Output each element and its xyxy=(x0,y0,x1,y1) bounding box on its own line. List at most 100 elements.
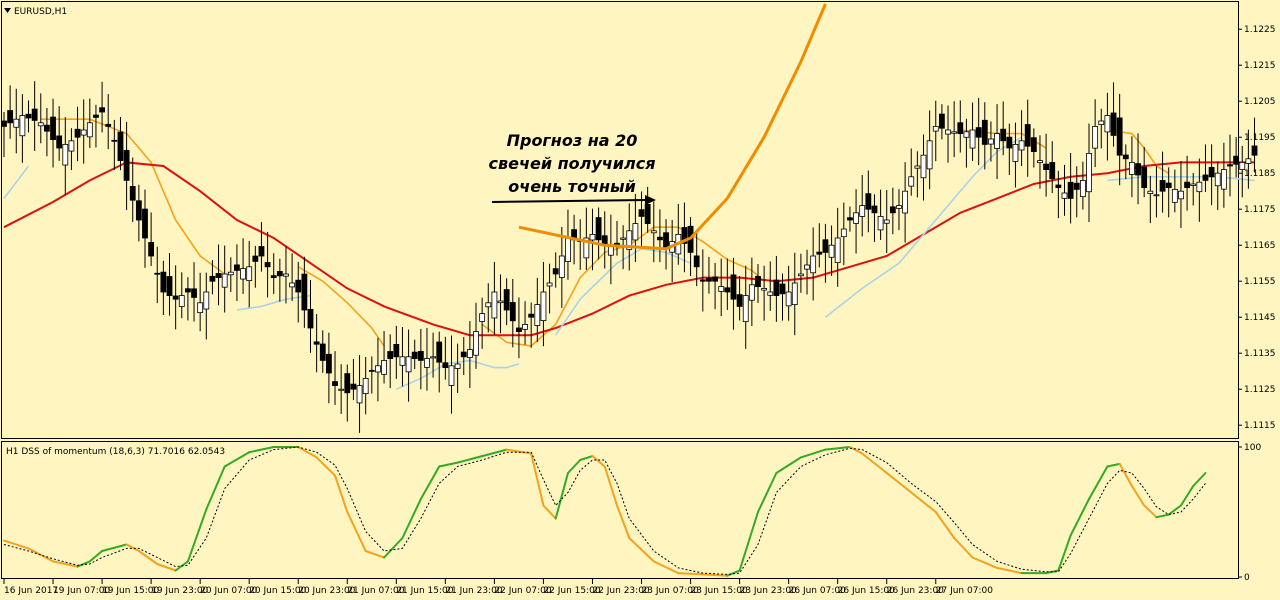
dss-line-segment xyxy=(579,455,594,461)
candle-body xyxy=(295,279,302,293)
candle-body xyxy=(840,228,847,238)
candle-body xyxy=(644,203,651,225)
candle-body xyxy=(626,230,633,250)
candle-body xyxy=(1202,174,1209,181)
candle-body xyxy=(767,291,774,296)
candle-body xyxy=(1141,166,1148,188)
time-tick-label: 23 Jun 07:00 xyxy=(642,586,699,596)
candle-body xyxy=(920,154,927,179)
candle-body xyxy=(902,190,909,214)
dss-line-segment xyxy=(438,461,459,468)
candle-body xyxy=(945,129,951,135)
candle-body xyxy=(160,271,167,293)
forecast-annotation: Прогноз на 20 свечей получился очень точ… xyxy=(489,131,656,205)
price-tick-label: 1.1225 xyxy=(1244,25,1276,35)
forecast-curve xyxy=(518,3,827,251)
time-tick-label: 20 Jun 15:00 xyxy=(249,586,306,596)
time-tick-label: 21 Jun 23:00 xyxy=(445,586,502,596)
dss-line-segment xyxy=(530,452,545,507)
candle-body xyxy=(25,113,32,119)
dss-line-segment xyxy=(383,537,404,559)
candle-body xyxy=(889,206,896,214)
candle-body xyxy=(699,279,706,282)
dss-line-segment xyxy=(52,560,79,568)
candle-body xyxy=(448,365,455,386)
candle-body xyxy=(123,149,130,181)
candle-body xyxy=(405,356,412,373)
price-pane[interactable]: 1.1225 1.1215 1.1205 1.1195 1.1185 1.1175 1.11… xyxy=(1,1,1276,439)
indicator-tick-label: 100 xyxy=(1244,443,1261,453)
candle-body xyxy=(197,302,204,314)
candle-body xyxy=(748,284,755,301)
dss-line-segment xyxy=(125,543,140,552)
price-tick-label: 1.1185 xyxy=(1244,169,1276,179)
candle-body xyxy=(871,205,878,214)
candle-body xyxy=(473,331,479,356)
candle-body xyxy=(203,291,210,310)
dss-line-segment xyxy=(628,537,655,563)
candle-body xyxy=(491,291,498,319)
orange-ma-line xyxy=(297,266,385,347)
price-tick-label: 1.1165 xyxy=(1244,241,1276,251)
dss-line-segment xyxy=(1155,513,1170,519)
candle-body xyxy=(1233,155,1240,165)
forecast-line xyxy=(518,3,827,251)
candle-body xyxy=(154,272,161,275)
dss-line-segment xyxy=(701,573,729,577)
candle-body xyxy=(1104,115,1111,133)
time-tick-label: 21 Jun 15:00 xyxy=(396,586,453,596)
dss-line-segment xyxy=(996,566,1023,575)
candle-body xyxy=(638,209,645,217)
candle-body xyxy=(693,255,700,268)
candle-body xyxy=(681,227,688,244)
dss-line-segment xyxy=(910,491,937,513)
dss-line-segment xyxy=(419,465,441,500)
candle-body xyxy=(129,186,136,201)
candle-body xyxy=(908,176,915,187)
candle-body xyxy=(381,359,387,375)
time-tick-label: 26 Jun 07:00 xyxy=(789,586,846,596)
candle-body xyxy=(994,133,1000,149)
candle-body xyxy=(234,264,240,271)
candle-body xyxy=(227,271,234,276)
dss-line-segment xyxy=(1143,504,1158,519)
candle-body xyxy=(1135,163,1141,176)
price-tick-label: 1.1145 xyxy=(1244,313,1276,323)
candle-body xyxy=(62,143,69,166)
price-tick-label: 1.1175 xyxy=(1244,205,1276,215)
candle-body xyxy=(742,295,749,323)
candle-body xyxy=(31,108,38,121)
dss-line-segment xyxy=(346,511,367,552)
indicator-pane[interactable]: 100 0 H1 DSS of momentum (18,6,3) 71.7016… xyxy=(1,441,1262,584)
candle-body xyxy=(466,349,473,358)
candle-body xyxy=(779,283,786,295)
candle-body xyxy=(847,217,853,221)
candle-body xyxy=(816,251,823,255)
candle-body xyxy=(209,275,216,282)
time-tick-label: 26 Jun 23:00 xyxy=(887,586,944,596)
dss-line-segment xyxy=(223,451,251,468)
time-tick-label: 27 Jun 07:00 xyxy=(936,586,993,596)
candle-body xyxy=(522,323,528,330)
candle-body xyxy=(393,343,400,358)
candle-body xyxy=(1129,161,1135,175)
candle-body xyxy=(773,279,780,297)
price-tick-label: 1.1155 xyxy=(1244,277,1276,287)
candle-body xyxy=(1245,158,1252,164)
dss-line-segment xyxy=(824,446,851,451)
candle-body xyxy=(80,129,87,136)
dss-line-segment xyxy=(101,543,128,552)
candle-body xyxy=(289,282,296,288)
dss-line-segment xyxy=(566,459,582,474)
candle-body xyxy=(1061,192,1068,199)
candle-body xyxy=(1006,136,1013,149)
candle-body xyxy=(761,287,768,291)
candle-body xyxy=(1147,190,1154,194)
dropdown-triangle-icon[interactable] xyxy=(4,8,11,13)
candle-body xyxy=(1079,179,1086,198)
dss-line-segment xyxy=(481,448,508,458)
candle-body xyxy=(178,295,185,307)
